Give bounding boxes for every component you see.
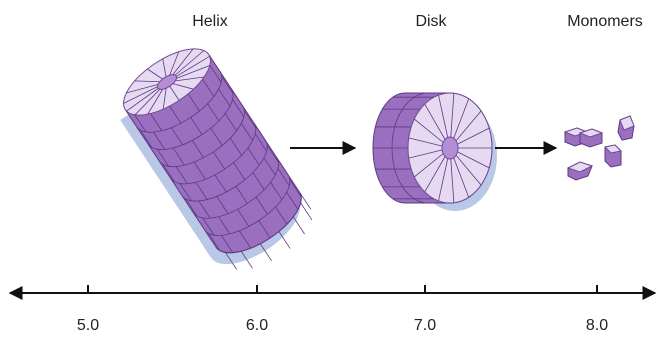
seam (301, 203, 312, 220)
helix-cylinder (105, 36, 323, 288)
diagram: Helix Disk Monomers 5.0 6.0 7.0 8.0 (0, 0, 658, 351)
tick-label: 7.0 (414, 317, 436, 334)
monomers-label: Monomers (567, 13, 643, 30)
monomers (565, 116, 634, 180)
disk-label: Disk (415, 13, 447, 30)
tick-label: 5.0 (77, 317, 99, 334)
tick-label: 6.0 (246, 317, 268, 334)
helix-label: Helix (192, 13, 228, 30)
disk (373, 93, 497, 211)
tick-label: 8.0 (586, 317, 608, 334)
seam (293, 217, 304, 234)
